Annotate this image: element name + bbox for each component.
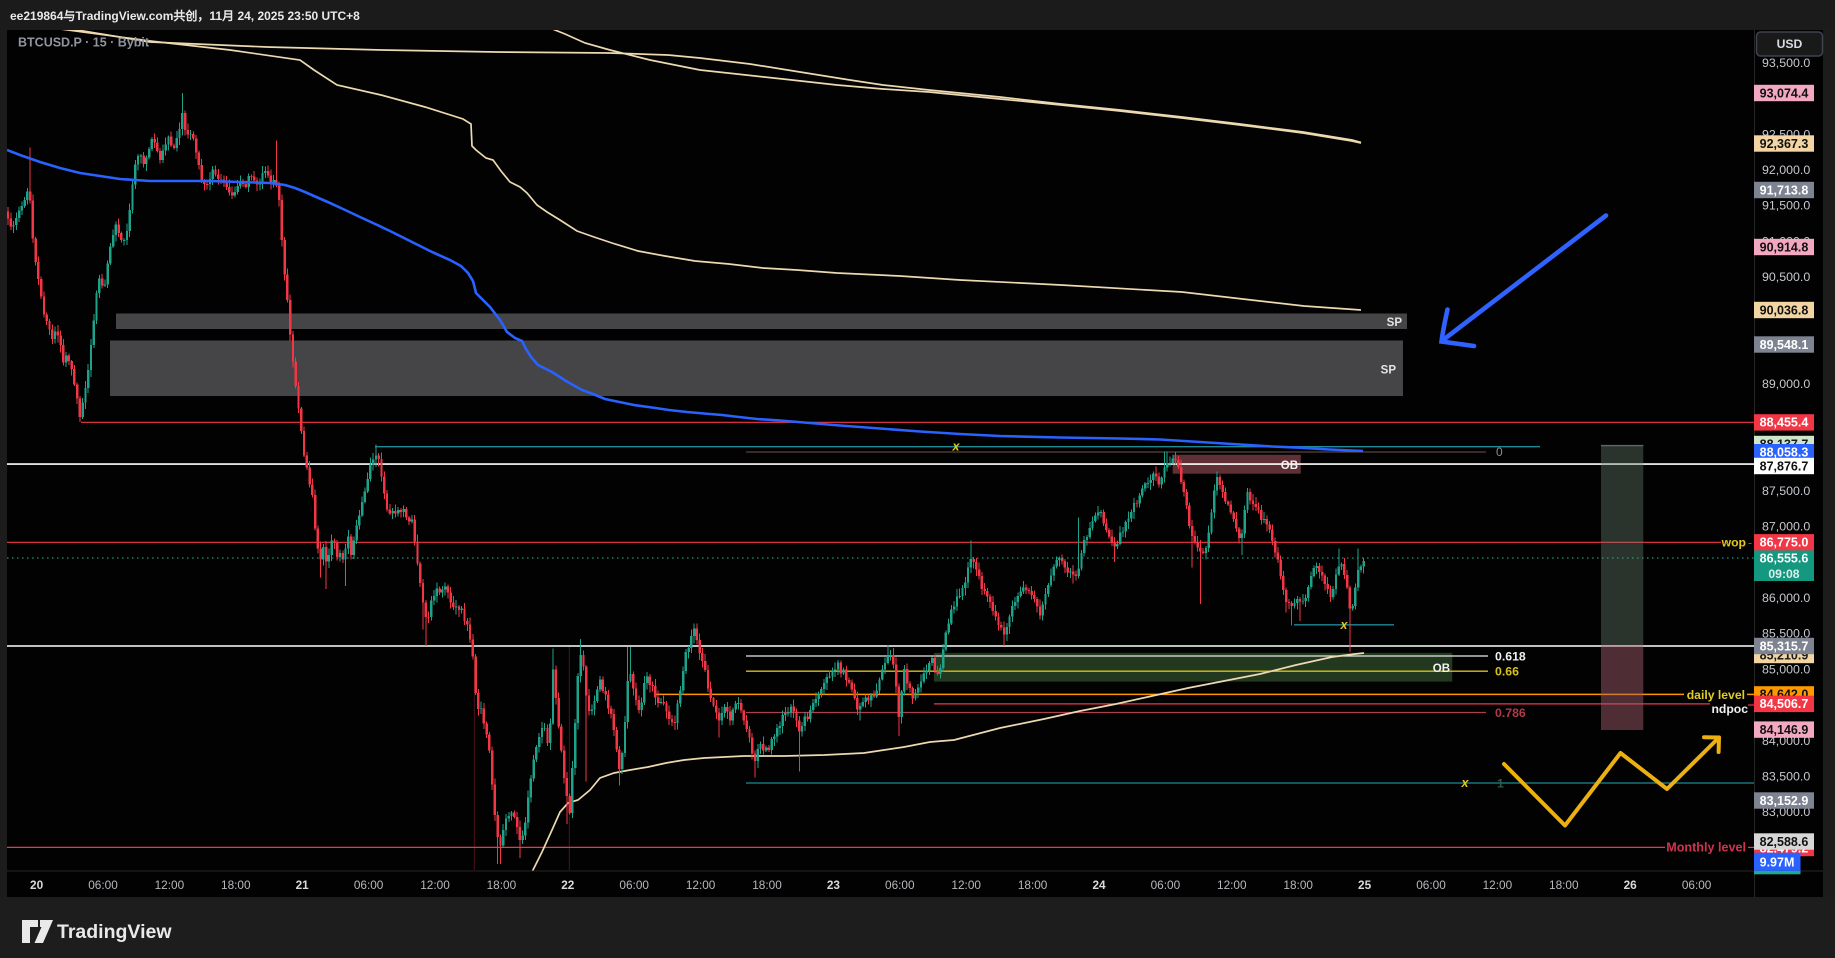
svg-text:87,500.0: 87,500.0 xyxy=(1762,484,1810,498)
svg-text:12:00: 12:00 xyxy=(155,878,185,892)
svg-text:86,555.6: 86,555.6 xyxy=(1760,551,1809,565)
svg-text:06:00: 06:00 xyxy=(619,878,649,892)
svg-text:92,000.0: 92,000.0 xyxy=(1762,163,1810,177)
svg-text:23: 23 xyxy=(827,878,841,892)
svg-text:daily level: daily level xyxy=(1687,688,1745,702)
svg-text:25: 25 xyxy=(1358,878,1372,892)
svg-text:SP: SP xyxy=(1381,365,1397,377)
svg-text:24: 24 xyxy=(1092,878,1106,892)
svg-text:Monthly level: Monthly level xyxy=(1666,841,1746,855)
svg-text:18:00: 18:00 xyxy=(1283,878,1313,892)
svg-text:06:00: 06:00 xyxy=(1416,878,1446,892)
svg-text:1: 1 xyxy=(1497,776,1504,790)
svg-text:06:00: 06:00 xyxy=(885,878,915,892)
svg-text:88,455.4: 88,455.4 xyxy=(1760,416,1809,430)
svg-text:ee219864与TradingView.com共创，11月: ee219864与TradingView.com共创，11月 24, 2025 … xyxy=(10,8,360,23)
svg-text:x: x xyxy=(1461,776,1470,790)
svg-text:06:00: 06:00 xyxy=(88,878,118,892)
svg-text:20: 20 xyxy=(30,878,44,892)
svg-text:89,000.0: 89,000.0 xyxy=(1762,377,1810,391)
svg-text:x: x xyxy=(1340,618,1349,632)
svg-text:89,548.1: 89,548.1 xyxy=(1760,338,1809,352)
svg-text:88,058.3: 88,058.3 xyxy=(1760,446,1809,460)
svg-text:18:00: 18:00 xyxy=(221,878,251,892)
svg-text:86,000.0: 86,000.0 xyxy=(1762,591,1810,605)
svg-text:09:08: 09:08 xyxy=(1768,567,1799,581)
svg-text:21: 21 xyxy=(296,878,310,892)
svg-text:12:00: 12:00 xyxy=(951,878,981,892)
svg-text:12:00: 12:00 xyxy=(420,878,450,892)
svg-text:12:00: 12:00 xyxy=(1483,878,1513,892)
svg-text:18:00: 18:00 xyxy=(752,878,782,892)
svg-text:0: 0 xyxy=(1496,445,1503,459)
svg-text:90,500.0: 90,500.0 xyxy=(1762,270,1810,284)
svg-text:85,500.0: 85,500.0 xyxy=(1762,627,1810,641)
svg-text:22: 22 xyxy=(561,878,575,892)
svg-text:0.66: 0.66 xyxy=(1495,665,1519,679)
svg-text:92,367.3: 92,367.3 xyxy=(1760,137,1809,151)
svg-text:18:00: 18:00 xyxy=(1549,878,1579,892)
svg-text:06:00: 06:00 xyxy=(354,878,384,892)
svg-text:87,000.0: 87,000.0 xyxy=(1762,520,1810,534)
svg-text:06:00: 06:00 xyxy=(1682,878,1712,892)
svg-text:90,914.8: 90,914.8 xyxy=(1760,240,1809,254)
svg-text:18:00: 18:00 xyxy=(487,878,517,892)
svg-text:12:00: 12:00 xyxy=(1217,878,1247,892)
svg-text:OB: OB xyxy=(1433,663,1450,675)
svg-text:87,876.7: 87,876.7 xyxy=(1760,459,1809,473)
svg-text:93,074.4: 93,074.4 xyxy=(1760,86,1809,100)
svg-text:USD: USD xyxy=(1777,37,1803,51)
svg-text:SP: SP xyxy=(1387,317,1403,329)
svg-text:91,500.0: 91,500.0 xyxy=(1762,199,1810,213)
svg-text:OB: OB xyxy=(1281,460,1298,472)
svg-text:82,588.6: 82,588.6 xyxy=(1760,835,1809,849)
svg-text:83,500.0: 83,500.0 xyxy=(1762,769,1810,783)
svg-text:85,315.7: 85,315.7 xyxy=(1760,639,1809,653)
svg-text:0.618: 0.618 xyxy=(1495,649,1526,663)
svg-text:85,000.0: 85,000.0 xyxy=(1762,662,1810,676)
svg-text:06:00: 06:00 xyxy=(1151,878,1181,892)
svg-text:12:00: 12:00 xyxy=(686,878,716,892)
svg-text:ndpoc: ndpoc xyxy=(1711,702,1748,716)
svg-text:26: 26 xyxy=(1624,878,1638,892)
svg-text:0.786: 0.786 xyxy=(1495,706,1526,720)
svg-text:–: – xyxy=(1722,536,1729,550)
svg-text:93,500.0: 93,500.0 xyxy=(1762,56,1810,70)
svg-text:84,146.9: 84,146.9 xyxy=(1760,723,1809,737)
svg-text:83,152.9: 83,152.9 xyxy=(1760,794,1809,808)
svg-text:TradingView: TradingView xyxy=(57,921,172,943)
svg-text:86,775.0: 86,775.0 xyxy=(1760,536,1809,550)
svg-text:wop: wop xyxy=(1721,536,1746,550)
svg-text:91,713.8: 91,713.8 xyxy=(1760,183,1809,197)
svg-text:-: - xyxy=(1748,536,1752,550)
svg-text:BTCUSD.P · 15 · Bybit: BTCUSD.P · 15 · Bybit xyxy=(18,36,150,50)
svg-text:90,036.8: 90,036.8 xyxy=(1760,303,1809,317)
svg-text:x: x xyxy=(952,440,961,454)
svg-text:84,506.7: 84,506.7 xyxy=(1760,697,1809,711)
svg-text:9.97M: 9.97M xyxy=(1760,855,1795,869)
svg-text:18:00: 18:00 xyxy=(1018,878,1048,892)
